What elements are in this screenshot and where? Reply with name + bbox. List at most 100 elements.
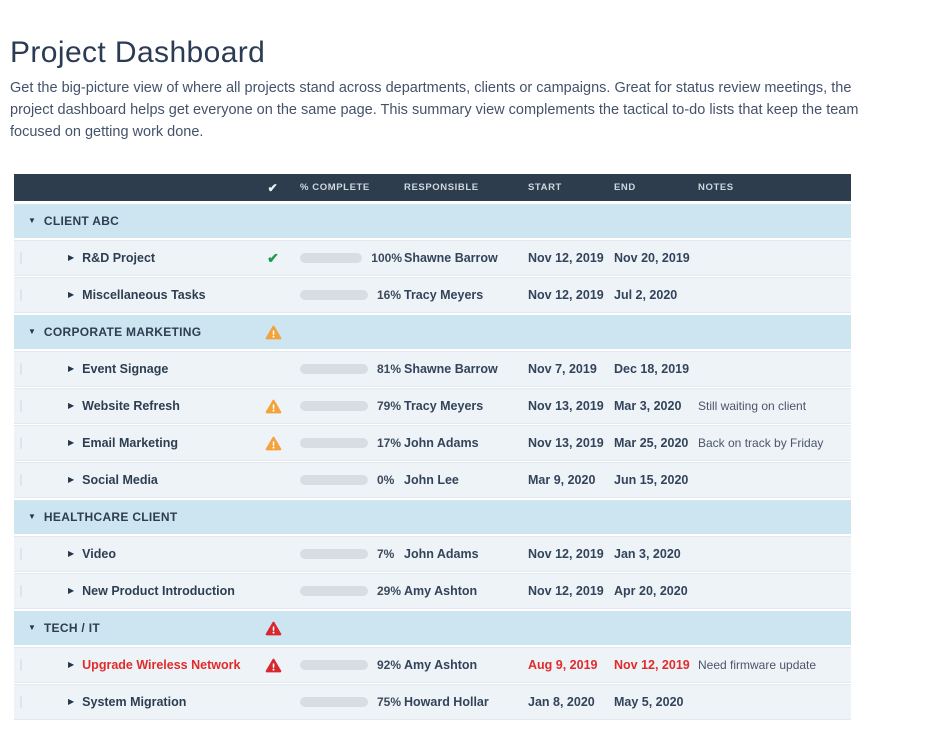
- task-label-cell: ▶ Video: [14, 537, 252, 571]
- group-row[interactable]: ▼ CLIENT ABC: [14, 204, 851, 238]
- drag-handle[interactable]: [20, 659, 22, 671]
- drag-handle[interactable]: [20, 363, 22, 375]
- responsible-name: John Adams: [404, 547, 479, 561]
- percent-label: 0%: [377, 473, 395, 487]
- percent-label: 100%: [371, 251, 402, 265]
- progress-cell: 100%: [294, 251, 402, 265]
- drag-handle[interactable]: [20, 696, 22, 708]
- end-date: Nov 20, 2019: [614, 251, 690, 265]
- end-date: Mar 25, 2020: [614, 436, 689, 450]
- drag-handle[interactable]: [20, 474, 22, 486]
- expand-caret-icon[interactable]: ▶: [68, 290, 75, 299]
- task-label-cell: ▶ Email Marketing: [14, 426, 252, 460]
- end-date: May 5, 2020: [614, 695, 684, 709]
- task-row[interactable]: ▶ Video 7% John Adams Nov 12, 2019 Jan 3, 202…: [14, 537, 851, 571]
- task-row[interactable]: ▶ R&D Project ✔ 100% Shawne Barrow Nov 12, 20…: [14, 241, 851, 275]
- task-name: New Product Introduction: [82, 584, 235, 598]
- group-name: CLIENT ABC: [43, 214, 120, 228]
- progress-bar: [300, 438, 368, 448]
- progress-cell: 7%: [294, 547, 402, 561]
- drag-handle[interactable]: [20, 289, 22, 301]
- task-label-cell: ▶ Event Signage: [14, 352, 252, 386]
- percent-label: 16%: [377, 288, 402, 302]
- page-description: Get the big-picture view of where all pr…: [10, 79, 859, 140]
- start-date: Nov 12, 2019: [528, 547, 604, 561]
- warning-triangle-icon: [265, 325, 282, 340]
- group-name: CORPORATE MARKETING: [43, 325, 202, 339]
- task-label-cell: ▶ New Product Introduction: [14, 574, 252, 608]
- header-notes: NOTES: [698, 182, 734, 193]
- alert-triangle-icon: [265, 621, 282, 636]
- task-name: Email Marketing: [82, 436, 179, 450]
- task-row[interactable]: ▶ Email Marketing 17% John Adams Nov 13, 201…: [14, 426, 851, 460]
- task-name: Upgrade Wireless Network: [82, 658, 241, 672]
- collapse-caret-icon[interactable]: ▼: [28, 327, 36, 336]
- task-row[interactable]: ▶ System Migration 75% Howard Hollar Jan 8, …: [14, 685, 851, 719]
- task-name: Video: [82, 547, 116, 561]
- responsible-name: Tracy Meyers: [404, 288, 484, 302]
- start-date: Nov 13, 2019: [528, 399, 604, 413]
- task-label-cell: ▶ Website Refresh: [14, 389, 252, 423]
- end-date: Mar 3, 2020: [614, 399, 682, 413]
- group-status-cell: [252, 325, 294, 340]
- start-date: Aug 9, 2019: [528, 658, 598, 672]
- percent-label: 81%: [377, 362, 402, 376]
- task-row[interactable]: ▶ Event Signage 81% Shawne Barrow Nov 7, 201…: [14, 352, 851, 386]
- progress-bar: [300, 586, 368, 596]
- task-label-cell: ▶ Upgrade Wireless Network: [14, 648, 252, 682]
- notes-text: Need firmware update: [698, 658, 817, 672]
- drag-handle[interactable]: [20, 400, 22, 412]
- percent-label: 79%: [377, 399, 402, 413]
- expand-caret-icon[interactable]: ▶: [68, 475, 75, 484]
- group-row[interactable]: ▼ TECH / IT: [14, 611, 851, 645]
- percent-label: 7%: [377, 547, 395, 561]
- group-row[interactable]: ▼ HEALTHCARE CLIENT: [14, 500, 851, 534]
- drag-handle[interactable]: [20, 585, 22, 597]
- progress-bar: [300, 401, 368, 411]
- task-row[interactable]: ▶ Upgrade Wireless Network 92% Amy Ashton Au…: [14, 648, 851, 682]
- notes-text: Back on track by Friday: [698, 436, 824, 450]
- task-row[interactable]: ▶ Social Media 0% John Lee Mar 9, 2020 Jun 15…: [14, 463, 851, 497]
- task-row[interactable]: ▶ Website Refresh 79% Tracy Meyers Nov 13, 2…: [14, 389, 851, 423]
- drag-handle[interactable]: [20, 548, 22, 560]
- expand-caret-icon[interactable]: ▶: [68, 697, 75, 706]
- task-row[interactable]: ▶ New Product Introduction 29% Amy Ashton No…: [14, 574, 851, 608]
- task-row[interactable]: ▶ Miscellaneous Tasks 16% Tracy Meyers Nov 1…: [14, 278, 851, 312]
- expand-caret-icon[interactable]: ▶: [68, 549, 75, 558]
- expand-caret-icon[interactable]: ▶: [68, 438, 75, 447]
- responsible-name: Shawne Barrow: [404, 251, 498, 265]
- end-date: Dec 18, 2019: [614, 362, 690, 376]
- start-date: Nov 12, 2019: [528, 584, 604, 598]
- expand-caret-icon[interactable]: ▶: [68, 586, 75, 595]
- expand-caret-icon[interactable]: ▶: [68, 364, 75, 373]
- end-date: Nov 12, 2019: [614, 658, 690, 672]
- group-row[interactable]: ▼ CORPORATE MARKETING: [14, 315, 851, 349]
- progress-cell: 79%: [294, 399, 402, 413]
- task-name: R&D Project: [82, 251, 156, 265]
- responsible-name: John Lee: [404, 473, 459, 487]
- start-date: Nov 7, 2019: [528, 362, 597, 376]
- alert-triangle-icon: [265, 658, 282, 673]
- collapse-caret-icon[interactable]: ▼: [28, 216, 36, 225]
- task-status-cell: [252, 436, 294, 451]
- drag-handle[interactable]: [20, 252, 22, 264]
- checkmark-column-icon: ✔: [267, 180, 279, 195]
- header-responsible: RESPONSIBLE: [404, 182, 479, 193]
- expand-caret-icon[interactable]: ▶: [68, 401, 75, 410]
- task-name: Social Media: [82, 473, 158, 487]
- group-label-cell: ▼ CLIENT ABC: [14, 204, 252, 238]
- task-label-cell: ▶ R&D Project: [14, 241, 252, 275]
- drag-handle[interactable]: [20, 437, 22, 449]
- start-date: Nov 12, 2019: [528, 288, 604, 302]
- expand-caret-icon[interactable]: ▶: [68, 660, 75, 669]
- task-name: Event Signage: [82, 362, 169, 376]
- header-percent-complete: % COMPLETE: [300, 182, 370, 193]
- table-header-row: ✔ % COMPLETE RESPONSIBLE START END NOTES: [14, 174, 851, 201]
- header-end: END: [614, 182, 636, 193]
- expand-caret-icon[interactable]: ▶: [68, 253, 75, 262]
- warning-triangle-icon: [265, 399, 282, 414]
- collapse-caret-icon[interactable]: ▼: [28, 623, 36, 632]
- collapse-caret-icon[interactable]: ▼: [28, 512, 36, 521]
- header-start: START: [528, 182, 562, 193]
- task-label-cell: ▶ Social Media: [14, 463, 252, 497]
